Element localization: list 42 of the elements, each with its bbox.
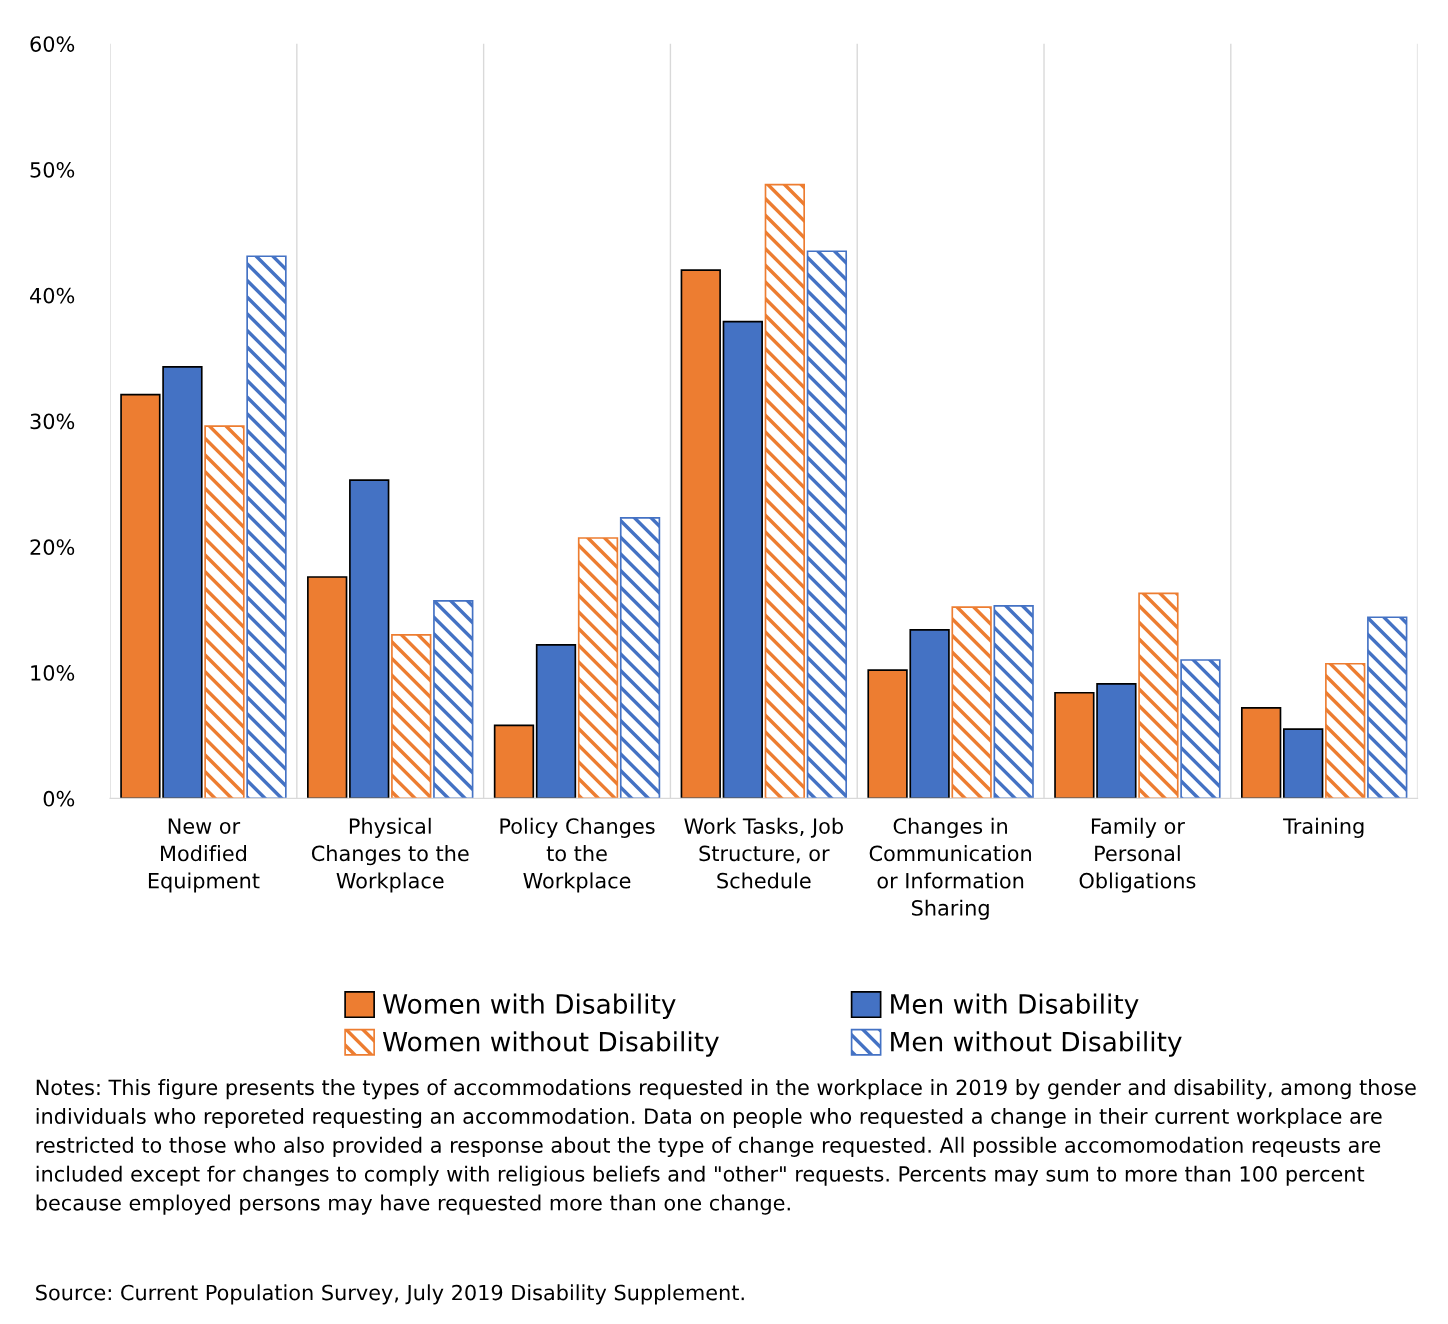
bar (577, 537, 619, 799)
bar (433, 600, 474, 799)
y-tick-label: 60% (30, 36, 75, 52)
x-tick-label: Training (1283, 817, 1364, 838)
bar (722, 320, 763, 799)
legend-label: Women with Disability (382, 993, 676, 1020)
bar (1240, 706, 1282, 799)
y-tick-label: 10% (31, 665, 75, 681)
source-note: Source: Current Population Survey, July 2019 Disability Supplement. (36, 1284, 744, 1305)
x-tick-label: Work Tasks, Job Structure, or Schedule (684, 817, 843, 889)
bar (535, 644, 577, 799)
bar (619, 517, 661, 799)
x-tick-label: New or Modified Equipment (148, 818, 260, 893)
bar (493, 724, 535, 799)
x-tick-label: Family or Personal Obligations (1079, 817, 1196, 893)
bar (806, 250, 848, 799)
bar (1367, 616, 1408, 799)
y-tick-label: 20% (30, 539, 75, 556)
bar (204, 425, 245, 799)
x-tick-label: Policy Changes to the Workplace (500, 817, 655, 893)
legend-label: Men with Disability (891, 993, 1139, 1020)
bar (246, 255, 287, 799)
y-tick-label: 30% (30, 413, 75, 430)
bar (349, 479, 390, 799)
y-tick-label: 40% (30, 287, 75, 304)
y-tick-label: 50% (30, 161, 75, 178)
bar (764, 183, 806, 799)
bar (307, 576, 348, 799)
bar (1138, 592, 1179, 799)
bar (1180, 659, 1221, 799)
legend-label: Women without Disability (382, 1031, 719, 1057)
legend-label: Men without Disability (891, 1031, 1182, 1057)
y-tick-label: 0% (43, 790, 75, 807)
bar (680, 269, 721, 799)
text: Notes: This figure presents the types of accommodations requested in the workplace in 2019 by gender and disability, among those individuals who reporeted requesting an accommodation. Data on people who requested a change in their current workplace are restricted to those who also provided a response about the type of change requested. All possible accomomodation reqeusts are included except for changes to comply with religious beliefs and "other" requests. Percents may sum to more than 100 percent because employed persons may have requested more than one change. (36, 1079, 1416, 1215)
x-tick-label: Changes in Communication or Information Sharing (869, 817, 1031, 920)
bar (391, 634, 432, 799)
bar (993, 605, 1034, 799)
bar (1325, 662, 1366, 799)
bar (1283, 728, 1324, 799)
bar (951, 606, 992, 799)
x-tick-label: Physical Changes to the Workplace (311, 817, 469, 893)
